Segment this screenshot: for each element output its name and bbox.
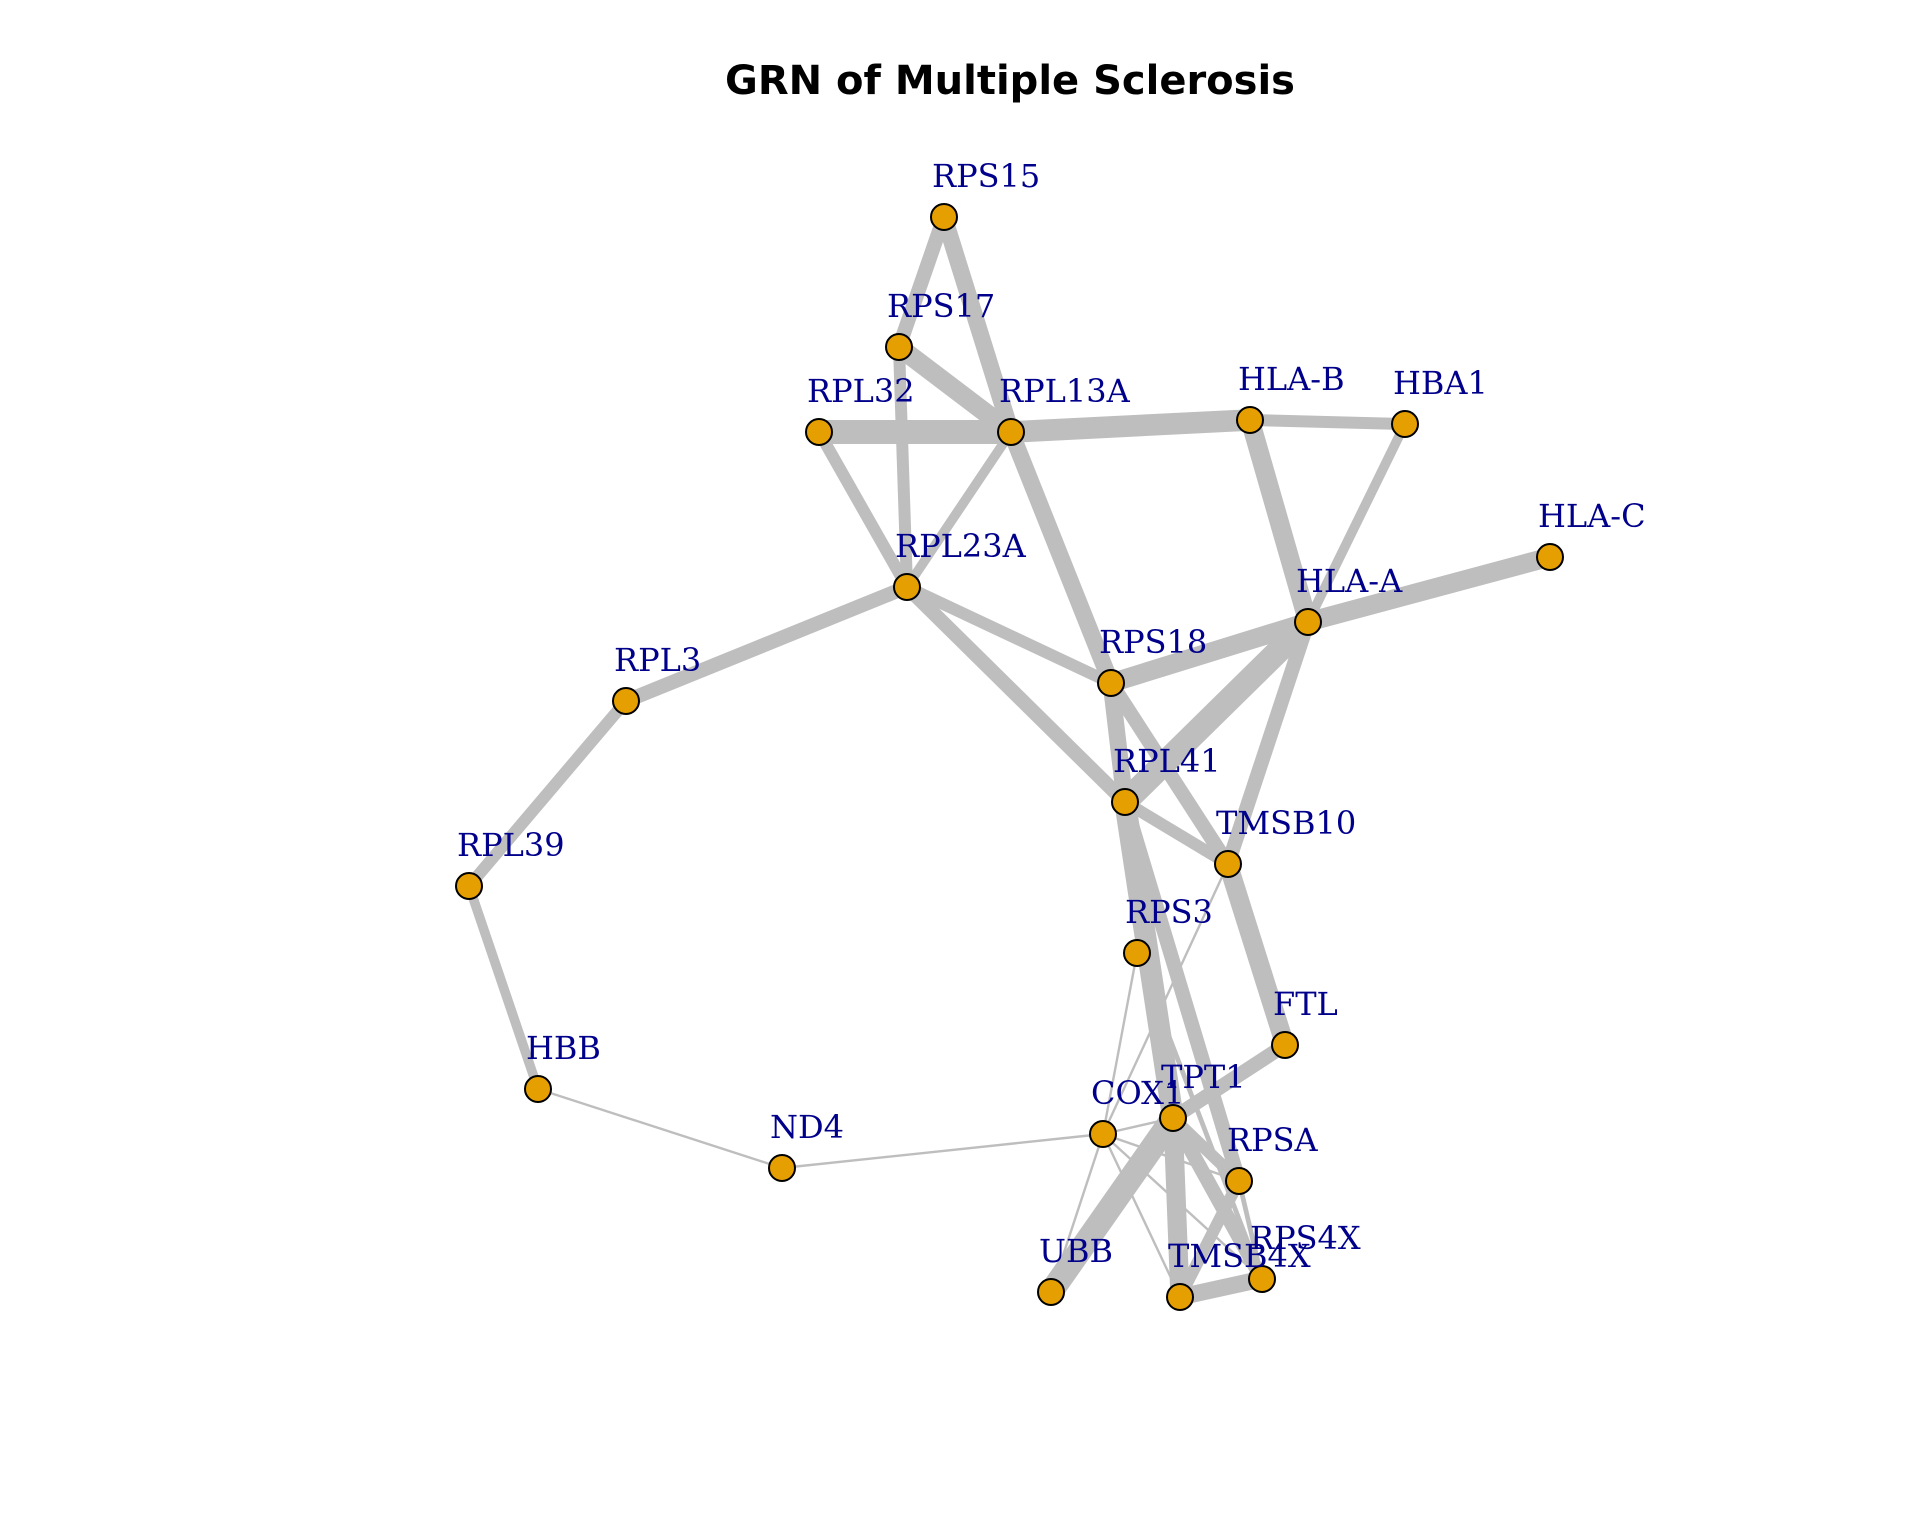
edge-rpl23a-rps18 <box>904 581 1114 689</box>
node-rpl3 <box>612 687 640 715</box>
labels-layer: RPS15 RPS17 RPL32 RPL13A HLA-B HBA1 HLA-C RPL23… <box>457 157 1646 1275</box>
node-label-rps4x: RPS4X <box>1250 1219 1361 1257</box>
node-tpt1 <box>1159 1104 1187 1132</box>
edge-cox1-tmsb4x <box>1101 1133 1182 1298</box>
node-rps15 <box>930 203 958 231</box>
node-ftl <box>1271 1031 1299 1059</box>
edge-rpl41-tmsb10 <box>1121 796 1232 870</box>
node-tmsb10 <box>1214 850 1242 878</box>
edge-rps18-rpl41 <box>1102 682 1134 803</box>
edge-rps3-cox1 <box>1101 952 1139 1135</box>
node-tmsb4x <box>1166 1283 1194 1311</box>
edge-rps18-tmsb10 <box>1104 679 1235 868</box>
nodes-layer <box>455 203 1564 1311</box>
edge-hla-b-hla-a <box>1240 417 1318 625</box>
node-cox1 <box>1089 1120 1117 1148</box>
node-label-hbb: HBB <box>526 1029 601 1067</box>
node-label-nd4: ND4 <box>770 1108 844 1146</box>
edge-nd4-cox1 <box>781 1132 1104 1170</box>
node-label-tmsb4x: TMSB4X <box>1168 1237 1311 1275</box>
edge-tpt1-rps4x <box>1166 1114 1269 1283</box>
edge-hla-a-tmsb10 <box>1221 619 1315 867</box>
edge-rpsa-tmsb4x <box>1174 1178 1245 1300</box>
node-hla-b <box>1236 406 1264 434</box>
node-label-tpt1: TPT1 <box>1161 1058 1246 1096</box>
node-hla-a <box>1294 608 1322 636</box>
node-hbb <box>524 1075 552 1103</box>
node-rpl23a <box>893 573 921 601</box>
node-label-rps17: RPS17 <box>887 287 995 325</box>
chart-title: GRN of Multiple Sclerosis <box>725 58 1295 104</box>
node-label-rps18: RPS18 <box>1099 623 1207 661</box>
edge-hla-a-rps18 <box>1108 612 1311 693</box>
node-label-rps3: RPS3 <box>1125 893 1213 931</box>
node-label-tmsb10: TMSB10 <box>1216 804 1356 842</box>
node-label-hla-c: HLA-C <box>1538 497 1646 535</box>
node-label-rpl32: RPL32 <box>807 372 915 410</box>
edge-tpt1-ubb <box>1041 1111 1183 1299</box>
edge-hla-c-hla-a <box>1305 547 1553 632</box>
node-hla-c <box>1536 543 1564 571</box>
node-label-hba1: HBA1 <box>1393 364 1488 402</box>
edge-rps17-rpl13a <box>893 339 1017 440</box>
node-rpl13a <box>997 418 1025 446</box>
node-ubb <box>1037 1278 1065 1306</box>
edge-hbb-nd4 <box>537 1087 783 1170</box>
edge-rpl3-rpl39 <box>464 697 631 890</box>
node-rpsa <box>1225 1167 1253 1195</box>
node-nd4 <box>768 1154 796 1182</box>
edge-rps15-rps17 <box>892 214 951 350</box>
node-label-hla-a: HLA-A <box>1296 562 1403 600</box>
edge-ftl-tpt1 <box>1169 1038 1289 1125</box>
node-label-rpl23a: RPL23A <box>895 527 1027 565</box>
edge-rpl13a-rps18 <box>1003 428 1119 687</box>
node-label-hla-b: HLA-B <box>1238 360 1345 398</box>
edge-hba1-hla-a <box>1303 421 1410 625</box>
edge-hla-b-hba1 <box>1249 414 1406 430</box>
edge-rpl23a-rpl3 <box>623 580 910 708</box>
node-rps17 <box>885 333 913 361</box>
edge-rps15-rpl13a <box>935 214 1020 435</box>
node-label-cox1: COX1 <box>1091 1074 1184 1112</box>
node-rps4x <box>1248 1265 1276 1293</box>
edge-rpl32-rpl23a <box>813 429 913 590</box>
node-rps3 <box>1123 939 1151 967</box>
edge-rpl13a-rpl23a <box>903 429 1015 590</box>
node-hba1 <box>1391 410 1419 438</box>
edge-rps3-rps4x <box>1134 952 1265 1280</box>
node-label-rpl13a: RPL13A <box>999 372 1131 410</box>
edge-tpt1-tmsb4x <box>1163 1117 1190 1298</box>
node-label-rpsa: RPSA <box>1227 1121 1319 1159</box>
edge-tmsb10-cox1 <box>1101 863 1230 1135</box>
node-label-ftl: FTL <box>1273 985 1338 1023</box>
node-label-ubb: UBB <box>1039 1232 1113 1270</box>
edge-tpt1-rpsa <box>1168 1113 1244 1186</box>
node-label-rpl39: RPL39 <box>457 826 565 864</box>
edge-rps17-rpl23a <box>893 346 913 588</box>
node-label-rpl41: RPL41 <box>1113 742 1221 780</box>
node-label-rpl3: RPL3 <box>614 641 701 679</box>
edge-rpl13a-hla-b <box>1010 409 1251 443</box>
edge-rpl23a-rpl41 <box>901 581 1131 808</box>
edge-rpl41-rpsa <box>1118 799 1246 1184</box>
edge-hla-a-rpl41 <box>1116 613 1317 811</box>
edge-rpl39-hbb <box>464 884 543 1091</box>
node-rps18 <box>1097 669 1125 697</box>
node-rpl41 <box>1111 788 1139 816</box>
node-label-rps15: RPS15 <box>932 157 1040 195</box>
node-rpl39 <box>455 872 483 900</box>
node-rpl32 <box>805 418 833 446</box>
edge-tmsb10-ftl <box>1218 861 1295 1048</box>
